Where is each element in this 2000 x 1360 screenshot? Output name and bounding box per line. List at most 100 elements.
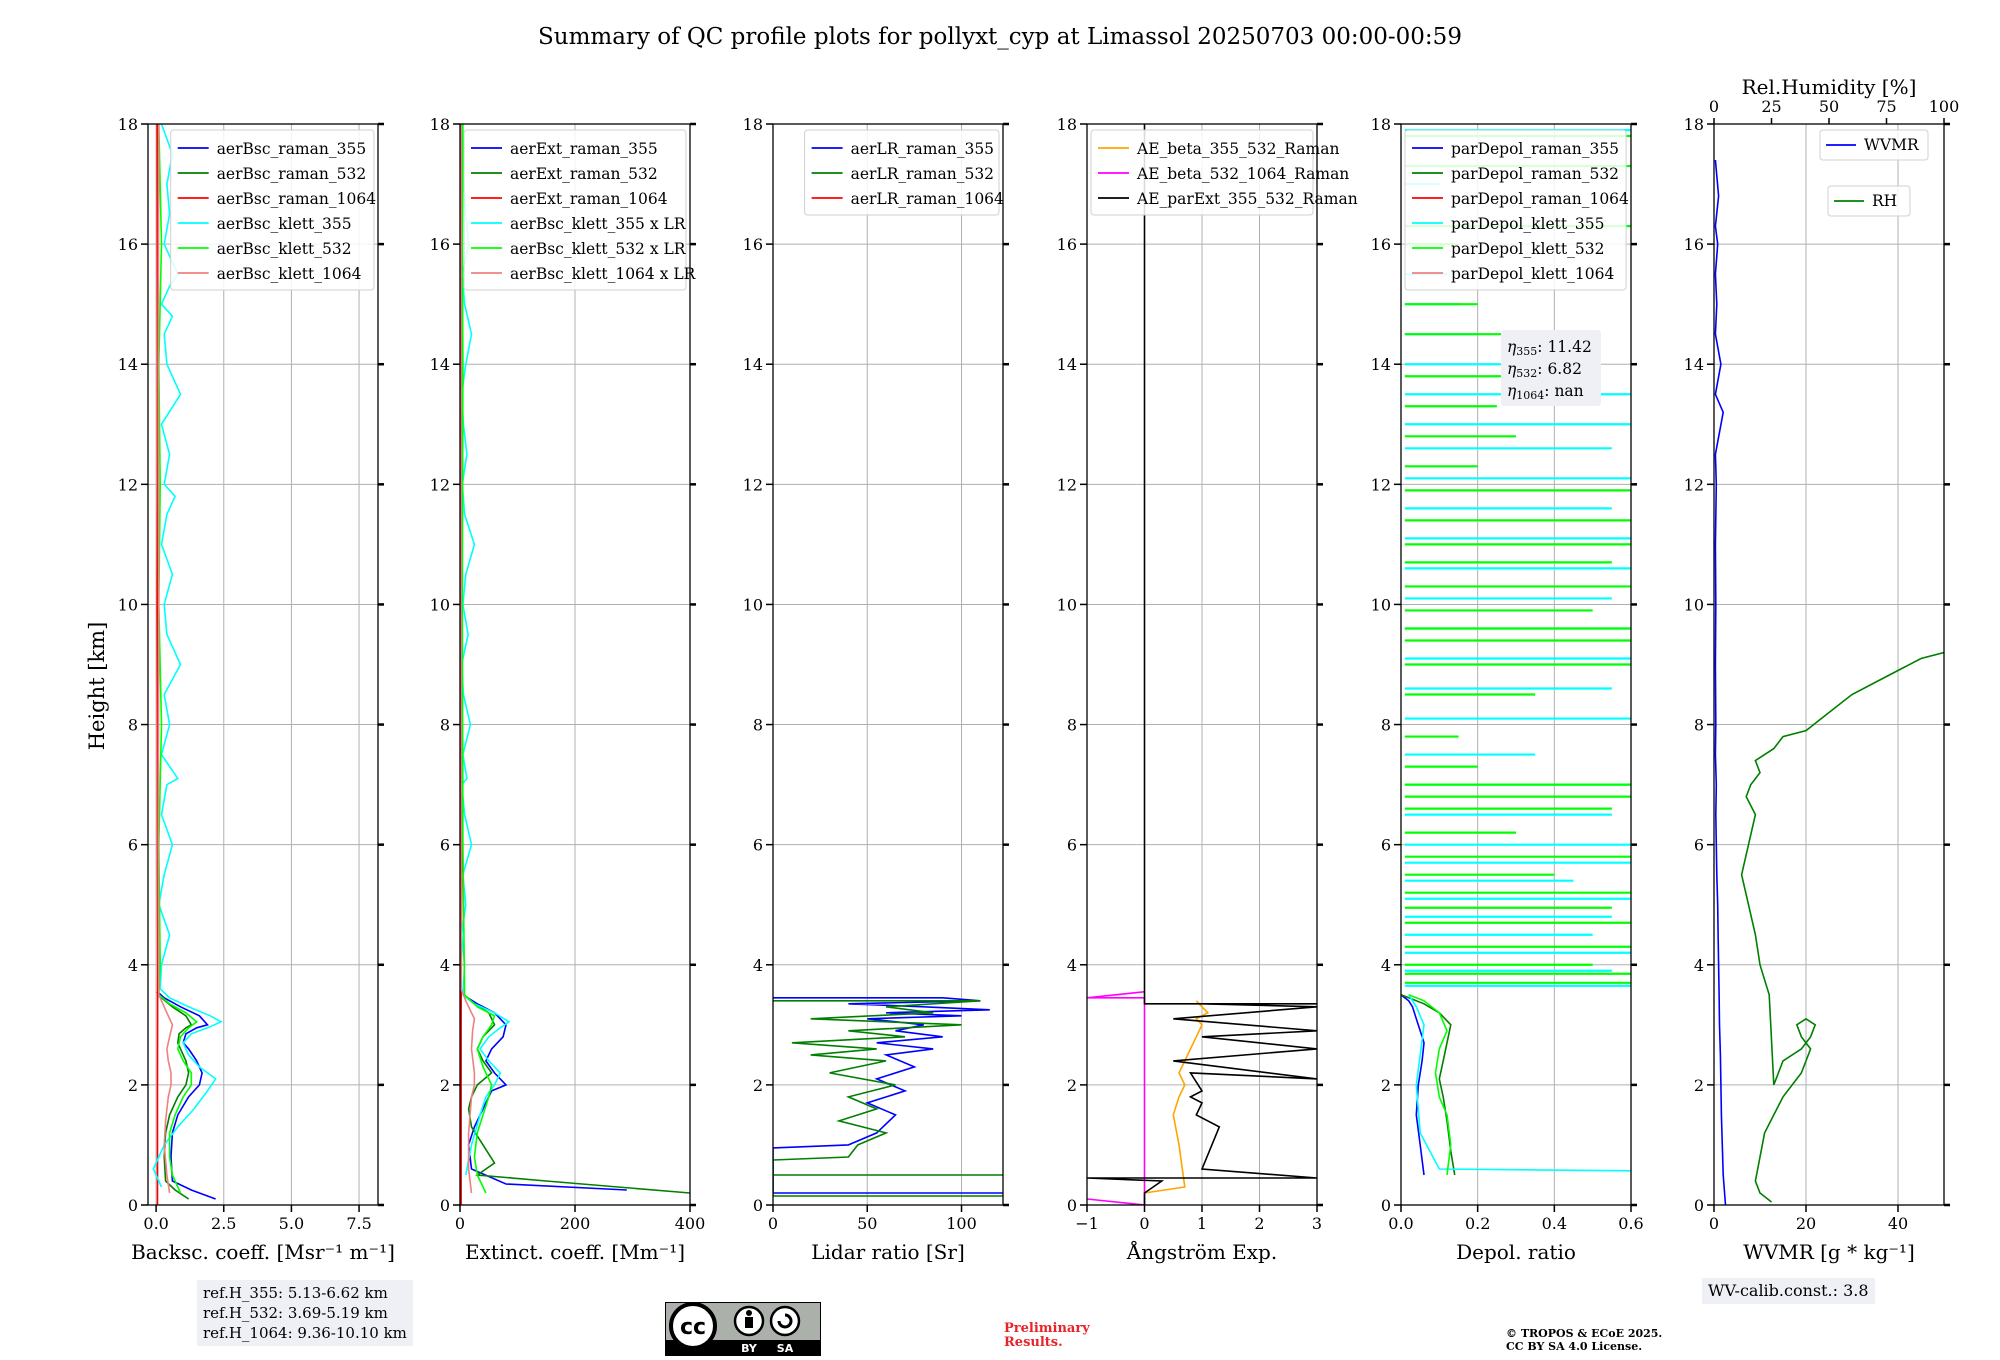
y-tick-label: 4 <box>1381 956 1391 975</box>
y-tick-label: 14 <box>430 355 450 374</box>
x-tick-label: 200 <box>560 1214 591 1233</box>
x-tick-label: 0.2 <box>1465 1214 1490 1233</box>
series-line-RH <box>1740 651 1944 1203</box>
legend-label: aerExt_raman_355 <box>510 140 658 158</box>
series-line-aerBsc_raman_355 <box>156 991 216 1200</box>
y-tick-label: 16 <box>1057 235 1077 254</box>
x-tick-label: 0 <box>1709 1214 1719 1233</box>
series-line-aerExt_raman_532 <box>462 994 690 1194</box>
x-tick-label: 0 <box>455 1214 465 1233</box>
series-line-aerLR_raman_355 <box>773 996 1003 1194</box>
y-tick-label: 18 <box>743 115 763 134</box>
legend-label: aerExt_raman_532 <box>510 165 658 183</box>
axes-frame <box>1400 123 1632 1206</box>
y-tick-label: 10 <box>743 595 763 614</box>
series-line-aerBsc_raman_532 <box>156 991 193 1200</box>
y-tick-label: 2 <box>1067 1076 1077 1095</box>
x2-tick-label: 0 <box>1709 97 1719 116</box>
y-tick-label: 0 <box>128 1196 138 1215</box>
wv-calibration-box: WV-calib.const.: 3.8 <box>1702 1278 1875 1304</box>
wv-calibration-text: WV-calib.const.: 3.8 <box>1708 1281 1869 1300</box>
y-tick-label: 14 <box>1057 355 1077 374</box>
y-tick-label: 8 <box>128 716 138 735</box>
legend-label: aerBsc_klett_1064 <box>217 265 362 283</box>
x-tick-label: 0 <box>1139 1214 1149 1233</box>
y-tick-label: 18 <box>1371 115 1391 134</box>
legend-label: WVMR <box>1864 136 1920 154</box>
x-tick-label: 20 <box>1796 1214 1816 1233</box>
y-tick-label: 0 <box>440 1196 450 1215</box>
y-tick-label: 16 <box>1371 235 1391 254</box>
y-tick-label: 6 <box>1067 836 1077 855</box>
y-tick-label: 14 <box>118 355 138 374</box>
legend-RH: RH <box>1827 185 1911 217</box>
y-tick-label: 4 <box>1694 956 1704 975</box>
series-group <box>460 124 690 1205</box>
legend: parDepol_raman_355 parDepol_raman_532 parD… <box>1404 129 1629 291</box>
legend-WVMR: WVMR <box>1819 129 1929 161</box>
axes-frame <box>772 123 1004 1206</box>
x-tick-label: 0.0 <box>1388 1214 1413 1233</box>
legend-label: parDepol_klett_355 <box>1451 215 1604 233</box>
series-line-aerBsc_raman_1064 <box>156 124 159 1205</box>
y-tick-label: 0 <box>1067 1196 1077 1215</box>
panel-3: 0 2 4 6 8 10 12 14 16 18 0 50 100 Lidar ratio [Sr] aer… <box>743 115 1009 1264</box>
y-tick-label: 16 <box>1684 235 1704 254</box>
series-line-aerBsc_klett_1064 <box>157 124 174 1194</box>
x2-tick-label: 25 <box>1761 97 1781 116</box>
series-line-AE_beta_532_1064_Raman <box>1087 991 1146 1205</box>
y-tick-label: 12 <box>430 475 450 494</box>
x-tick-label: 1 <box>1197 1214 1207 1233</box>
eta-line: η1064: nan <box>1507 382 1584 402</box>
panel-5: 0 2 4 6 8 10 12 14 16 18 0.0 0.2 0.4 0.6 Depol. ratio p… <box>1371 115 1644 1264</box>
cc-by-sa-badge: cc BY SA <box>665 1302 821 1356</box>
y-tick-label: 10 <box>1684 595 1704 614</box>
x-tick-label: 0.6 <box>1618 1214 1643 1233</box>
cc-text: cc <box>680 1315 706 1340</box>
legend-label: parDepol_raman_1064 <box>1451 190 1629 208</box>
x2-tick-label: 75 <box>1876 97 1896 116</box>
legend-label: aerExt_raman_1064 <box>510 190 668 208</box>
refh-line-532: ref.H_532: 3.69-5.19 km <box>203 1304 388 1322</box>
series-line-aerLR_raman_532 <box>773 999 1003 1197</box>
legend-label: aerBsc_raman_532 <box>217 165 367 183</box>
series-line-aerExt_raman_355 <box>462 994 627 1191</box>
refh-line-355: ref.H_355: 5.13-6.62 km <box>203 1284 388 1302</box>
y-tick-label: 0 <box>753 1196 763 1215</box>
series-line-aerBsc_klett_532 x LR <box>461 124 496 1194</box>
y-tick-label: 6 <box>440 836 450 855</box>
y-tick-label: 4 <box>128 956 138 975</box>
legend-label: aerBsc_klett_355 <box>217 215 352 233</box>
x-tick-label: 0.0 <box>143 1214 168 1233</box>
x-tick-label: 5.0 <box>279 1214 304 1233</box>
y-tick-label: 8 <box>1694 716 1704 735</box>
y-tick-label: 16 <box>118 235 138 254</box>
y-tick-label: 18 <box>430 115 450 134</box>
legend-label: parDepol_raman_532 <box>1451 165 1619 183</box>
legend-label: aerLR_raman_1064 <box>851 190 1004 208</box>
x-axis-label: Backsc. coeff. [Msr⁻¹ m⁻¹] <box>131 1240 395 1264</box>
copyright-line-1: © TROPOS & ECoE 2025. <box>1506 1327 1663 1340</box>
y-tick-label: 4 <box>440 956 450 975</box>
preliminary-line-1: Preliminary <box>1004 1321 1090 1336</box>
legend: AE_beta_355_532_Raman AE_beta_532_1064_Ra… <box>1090 129 1358 216</box>
y-tick-label: 12 <box>743 475 763 494</box>
y-tick-label: 18 <box>1057 115 1077 134</box>
reference-height-box: ref.H_355: 5.13-6.62 km ref.H_532: 3.69-… <box>197 1280 413 1346</box>
cc-sa-text: SA <box>777 1342 794 1355</box>
y-tick-label: 12 <box>1684 475 1704 494</box>
x-axis-label: Extinct. coeff. [Mm⁻¹] <box>465 1240 685 1264</box>
y-tick-label: 2 <box>440 1076 450 1095</box>
y-tick-label: 10 <box>118 595 138 614</box>
legend-label: aerBsc_raman_1064 <box>217 190 377 208</box>
y-tick-label: 10 <box>1371 595 1391 614</box>
y-tick-label: 6 <box>753 836 763 855</box>
series-group <box>773 996 1003 1197</box>
panel-6: 0 2 4 6 8 10 12 14 16 18 0 20 40 WVMR [g * kg⁻¹] 0 25 50… <box>1684 75 1960 1264</box>
y-tick-label: 14 <box>1684 355 1704 374</box>
y-tick-label: 6 <box>1381 836 1391 855</box>
y-tick-label: 12 <box>1057 475 1077 494</box>
y-tick-label: 2 <box>1381 1076 1391 1095</box>
